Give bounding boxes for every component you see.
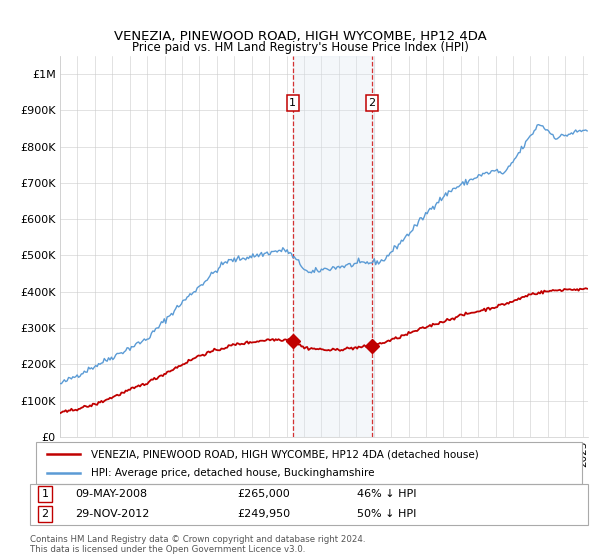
Text: Contains HM Land Registry data © Crown copyright and database right 2024.
This d: Contains HM Land Registry data © Crown c…	[30, 535, 365, 554]
FancyBboxPatch shape	[36, 442, 582, 484]
Bar	[293, 56, 374, 437]
Text: 1: 1	[289, 98, 296, 108]
Text: HPI: Average price, detached house, Buckinghamshire: HPI: Average price, detached house, Buck…	[91, 468, 374, 478]
Text: 2: 2	[41, 509, 49, 519]
Text: 46% ↓ HPI: 46% ↓ HPI	[357, 489, 416, 499]
Text: £249,950: £249,950	[237, 509, 290, 519]
Text: 29-NOV-2012: 29-NOV-2012	[75, 509, 149, 519]
Text: VENEZIA, PINEWOOD ROAD, HIGH WYCOMBE, HP12 4DA: VENEZIA, PINEWOOD ROAD, HIGH WYCOMBE, HP…	[113, 30, 487, 43]
Text: 2: 2	[368, 98, 376, 108]
Text: VENEZIA, PINEWOOD ROAD, HIGH WYCOMBE, HP12 4DA (detached house): VENEZIA, PINEWOOD ROAD, HIGH WYCOMBE, HP…	[91, 449, 478, 459]
Text: £265,000: £265,000	[237, 489, 290, 499]
Text: 1: 1	[41, 489, 49, 499]
Text: 50% ↓ HPI: 50% ↓ HPI	[357, 509, 416, 519]
Text: Price paid vs. HM Land Registry's House Price Index (HPI): Price paid vs. HM Land Registry's House …	[131, 41, 469, 54]
Text: 09-MAY-2008: 09-MAY-2008	[75, 489, 147, 499]
